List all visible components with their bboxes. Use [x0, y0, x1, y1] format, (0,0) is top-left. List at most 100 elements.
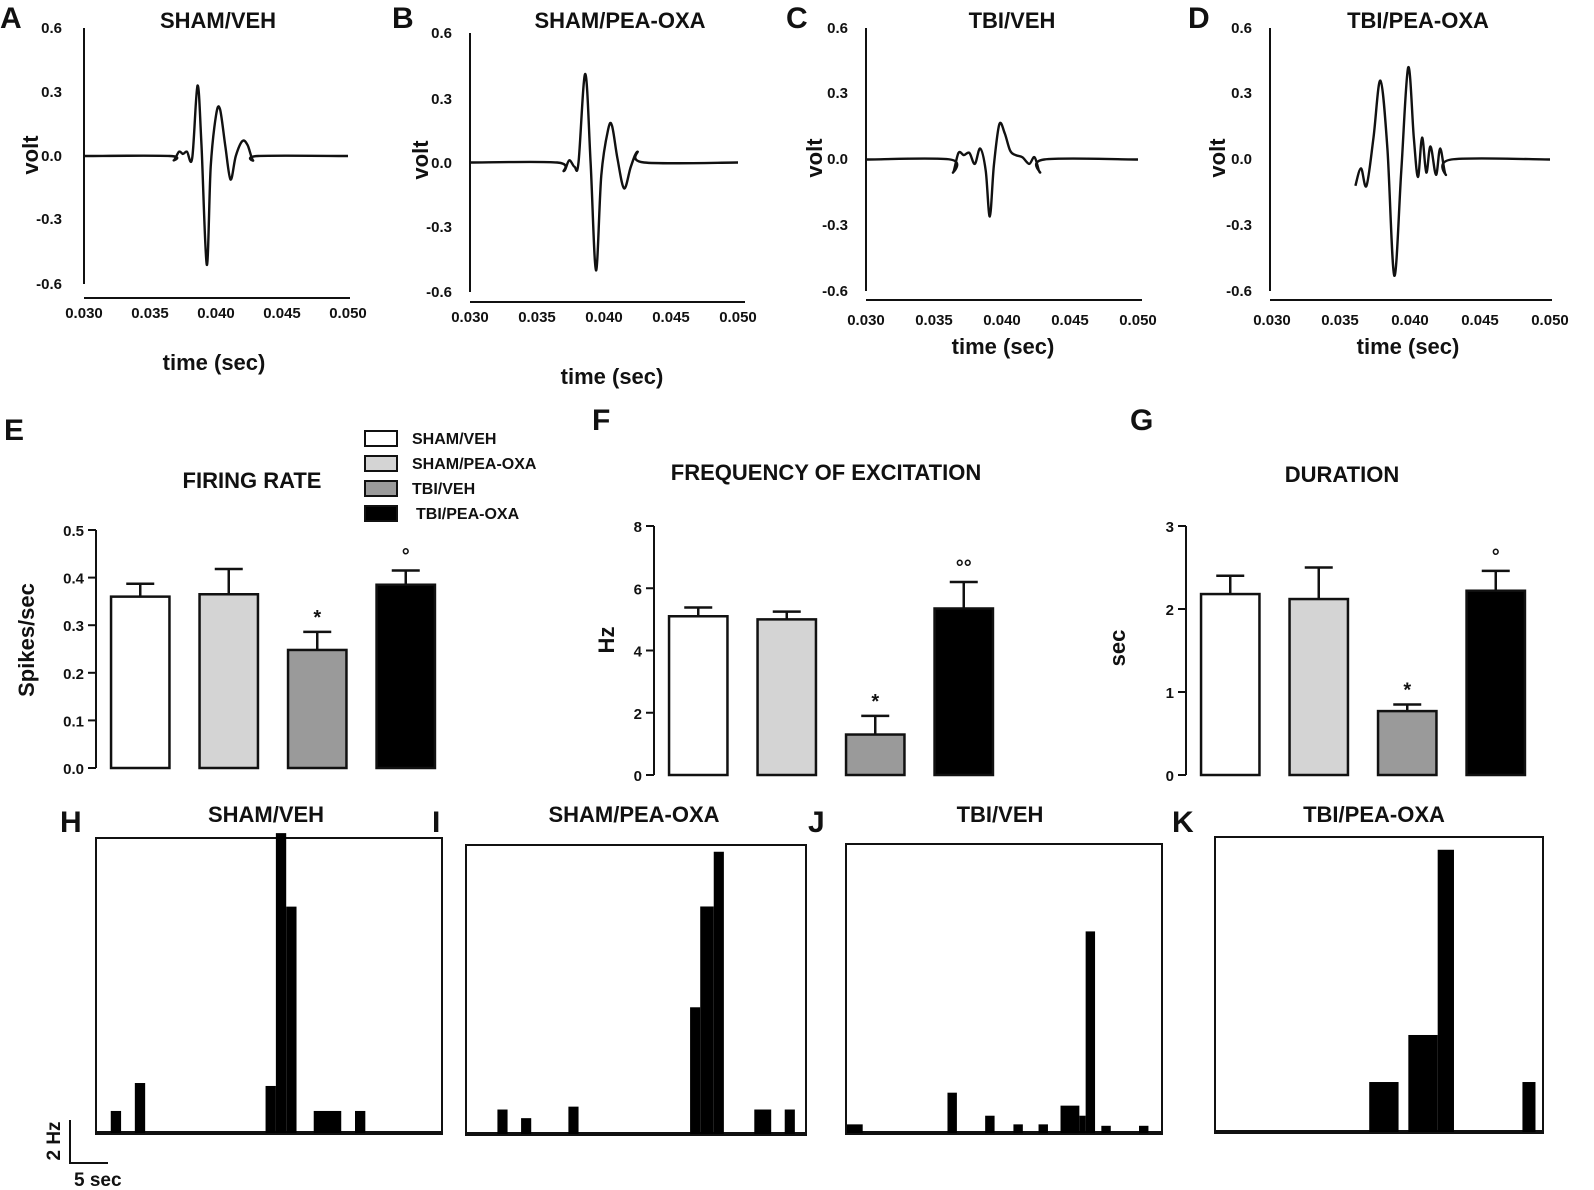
bar-title-f: FREQUENCY OF EXCITATION — [671, 460, 981, 485]
legend-swatch-sham-pea-oxa — [364, 455, 398, 472]
waveform-trace-a — [83, 84, 349, 267]
y-tick-a-4: -0.6 — [36, 276, 62, 293]
x-tick-b-4: 0.050 — [719, 309, 757, 326]
bar-e-sham-pea-oxa — [198, 593, 260, 770]
hist-bar-h-2 — [265, 1085, 276, 1133]
legend-label-sham-veh: SHAM/VEH — [412, 431, 496, 448]
hist-bar-j-1 — [947, 1092, 957, 1133]
x-tick-d-4: 0.050 — [1531, 312, 1569, 329]
hist-bar-i-2 — [568, 1106, 579, 1134]
hist-bar-j-3 — [1013, 1124, 1023, 1133]
significance-mark-f-2: * — [871, 691, 879, 713]
panel-letter-g: G — [1130, 404, 1153, 437]
legend-swatch-tbi-veh — [364, 480, 398, 497]
y-tick-c-3: -0.3 — [822, 217, 848, 234]
histogram-frame-k — [1214, 836, 1544, 1134]
legend: SHAM/VEH SHAM/PEA-OXA TBI/VEH TBI/PEA-OX… — [364, 430, 537, 523]
bar-g-tbi-veh — [1376, 709, 1438, 777]
bar-y-tick-g-2: 2 — [1166, 602, 1174, 619]
x-tick-a-4: 0.050 — [329, 305, 367, 322]
scale-x-label: 5 sec — [74, 1170, 122, 1190]
hist-bar-k-1 — [1408, 1034, 1438, 1132]
y-axis-label-b: volt — [408, 140, 433, 180]
hist-bar-j-2 — [985, 1115, 995, 1133]
legend-swatch-sham-veh — [364, 430, 398, 447]
y-axis-label-a: volt — [18, 135, 43, 175]
hist-title-k: TBI/PEA-OXA — [1303, 802, 1445, 827]
histogram-panel-k: K TBI/PEA-OXA — [1172, 802, 1544, 1134]
bar-y-tick-e-1: 0.1 — [63, 713, 84, 730]
x-tick-a-1: 0.035 — [131, 305, 169, 322]
bar-y-tick-g-1: 1 — [1166, 685, 1174, 702]
bar-y-tick-e-0: 0.0 — [63, 761, 84, 778]
panel-title-a: SHAM/VEH — [160, 8, 276, 33]
hist-bar-j-8 — [1101, 1125, 1111, 1133]
y-axis-label-g: sec — [1105, 630, 1130, 667]
hist-bar-i-3 — [690, 1007, 701, 1134]
x-tick-b-1: 0.035 — [518, 309, 556, 326]
histogram-frame-i — [465, 844, 807, 1136]
hist-bar-j-5 — [1060, 1105, 1080, 1133]
waveform-panel-a: A SHAM/VEH volt 0.6 0.3 0.0 -0.3 -0.6 0.… — [0, 2, 367, 375]
x-tick-a-3: 0.045 — [263, 305, 301, 322]
bar-chart-f: F FREQUENCY OF EXCITATION Hz 0 2 4 6 8 * °° — [592, 404, 995, 785]
y-tick-d-1: 0.3 — [1231, 85, 1252, 102]
panel-letter-a: A — [0, 2, 22, 35]
waveform-trace-b — [469, 72, 739, 272]
panel-title-c: TBI/VEH — [969, 8, 1056, 33]
y-tick-c-4: -0.6 — [822, 283, 848, 300]
y-axis-label-d: volt — [1205, 138, 1230, 178]
panel-letter-e: E — [4, 414, 24, 447]
x-tick-d-1: 0.035 — [1321, 312, 1359, 329]
hist-bar-k-3 — [1522, 1082, 1536, 1132]
bar-y-tick-e-2: 0.2 — [63, 666, 84, 683]
histogram-panel-h: H SHAM/VEH — [60, 802, 443, 1135]
x-tick-a-0: 0.030 — [65, 305, 103, 322]
significance-mark-f-3: °° — [956, 557, 972, 579]
waveform-panel-b: B SHAM/PEA-OXA volt 0.6 0.3 0.0 -0.3 -0.… — [392, 2, 757, 389]
y-tick-c-0: 0.6 — [827, 20, 848, 37]
panel-letter-i: I — [432, 806, 440, 839]
bar-y-tick-f-2: 4 — [634, 644, 643, 661]
hist-bar-h-1 — [134, 1083, 146, 1133]
hist-bar-k-0 — [1369, 1082, 1399, 1132]
x-axis-label-b: time (sec) — [561, 364, 664, 389]
bar-f-sham-veh — [667, 615, 729, 777]
bar-chart-e: E FIRING RATE Spikes/sec 0.0 0.1 0.2 0.3 0.4… — [4, 414, 437, 778]
panel-letter-k: K — [1172, 806, 1194, 839]
hist-bar-j-7 — [1085, 931, 1096, 1133]
panel-letter-h: H — [60, 806, 82, 839]
bar-g-tbi-pea-oxa — [1465, 589, 1527, 777]
y-axis-label-f: Hz — [594, 627, 619, 654]
hist-bar-j-9 — [1139, 1125, 1149, 1133]
bar-y-tick-f-1: 2 — [634, 706, 642, 723]
x-tick-b-3: 0.045 — [652, 309, 690, 326]
bar-y-tick-e-5: 0.5 — [63, 523, 84, 540]
hist-bar-h-6 — [355, 1110, 366, 1133]
y-tick-b-2: 0.0 — [431, 155, 452, 172]
x-axis-label-c: time (sec) — [952, 334, 1055, 359]
x-tick-a-2: 0.040 — [197, 305, 235, 322]
hist-bar-h-3 — [275, 833, 287, 1133]
legend-label-sham-pea-oxa: SHAM/PEA-OXA — [412, 456, 537, 473]
y-tick-d-0: 0.6 — [1231, 20, 1252, 37]
hist-bar-h-4 — [286, 906, 297, 1133]
bar-chart-g: G DURATION sec 0 1 2 3 * ° — [1105, 404, 1527, 785]
histogram-frame-j — [845, 843, 1163, 1135]
legend-label-tbi-pea-oxa: TBI/PEA-OXA — [416, 506, 520, 523]
bar-y-tick-f-0: 0 — [634, 768, 642, 785]
y-tick-b-3: -0.3 — [426, 219, 452, 236]
x-tick-c-4: 0.050 — [1119, 312, 1157, 329]
scale-bar-lines — [69, 1120, 108, 1164]
hist-bar-i-7 — [784, 1109, 795, 1134]
y-tick-d-4: -0.6 — [1226, 283, 1252, 300]
hist-bar-i-0 — [497, 1109, 508, 1134]
bar-e-tbi-pea-oxa — [375, 583, 437, 770]
x-axis-label-a: time (sec) — [163, 350, 266, 375]
y-axis-label-e: Spikes/sec — [14, 583, 39, 697]
hist-bar-k-2 — [1437, 849, 1454, 1132]
hist-bar-h-0 — [110, 1110, 122, 1133]
panel-title-d: TBI/PEA-OXA — [1347, 8, 1489, 33]
bar-f-tbi-pea-oxa — [933, 607, 995, 777]
x-tick-c-0: 0.030 — [847, 312, 885, 329]
